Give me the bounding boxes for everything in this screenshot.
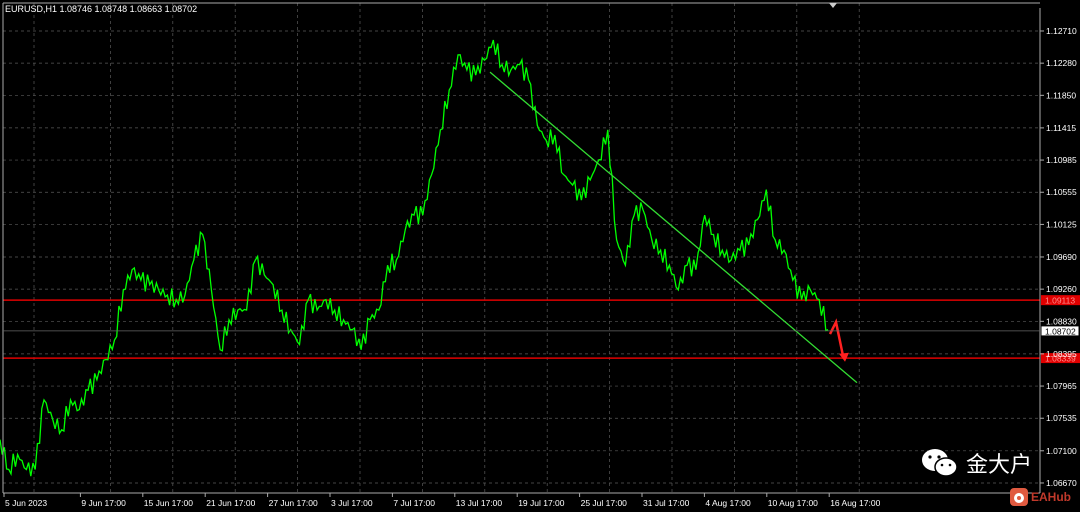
time-axis: 5 Jun 2023 9 Jun 17:00 15 Jun 17:00 21 Jun … (3, 493, 881, 508)
y-tick-label: 1.08830 (1046, 316, 1077, 326)
y-tick-label: 1.07535 (1046, 413, 1077, 423)
x-tick-label: 4 Aug 17:00 (705, 498, 751, 508)
y-tick-label: 1.11850 (1046, 90, 1076, 100)
y-tick-label: 1.07100 (1046, 446, 1077, 456)
price-axis: 1.12710 1.12280 1.11850 1.11415 1.10985 1.105… (1040, 26, 1077, 488)
x-tick-label: 16 Aug 17:00 (830, 498, 880, 508)
watermark-text: 金大户 (966, 453, 1033, 478)
x-tick-label: 3 Jul 17:00 (331, 498, 373, 508)
x-tick-label: 9 Jun 17:00 (81, 498, 126, 508)
y-tick-label: 1.07965 (1046, 381, 1077, 391)
eahub-logo-icon (1010, 488, 1028, 506)
x-tick-label: 25 Jul 17:00 (581, 498, 628, 508)
x-tick-label: 10 Aug 17:00 (768, 498, 818, 508)
price-series (0, 39, 829, 477)
x-tick-label: 27 Jun 17:00 (269, 498, 318, 508)
x-tick-label: 7 Jul 17:00 (393, 498, 435, 508)
down-arrow-icon (828, 318, 849, 362)
y-tick-label: 1.10125 (1046, 219, 1077, 229)
level-label: 1.08339 (1045, 354, 1076, 364)
eahub-logo: EAHub (1010, 488, 1071, 506)
x-tick-label: 5 Jun 2023 (5, 498, 47, 508)
y-tick-label: 1.10985 (1046, 155, 1077, 165)
wechat-icon (922, 449, 958, 477)
x-tick-label: 15 Jun 17:00 (144, 498, 193, 508)
y-tick-label: 1.06670 (1046, 478, 1077, 488)
current-price-bg (1040, 325, 1080, 337)
watermark: 金大户 (920, 447, 1032, 479)
y-tick-label: 1.10555 (1046, 187, 1077, 197)
grid (3, 3, 1040, 493)
y-tick-label: 1.08395 (1046, 349, 1077, 359)
level-label-bg (1041, 295, 1080, 306)
y-tick-label: 1.12280 (1046, 58, 1077, 68)
level-label: 1.09113 (1045, 296, 1075, 306)
y-tick-label: 1.09260 (1046, 284, 1077, 294)
y-tick-label: 1.09690 (1046, 252, 1077, 262)
x-tick-label: 19 Jul 17:00 (518, 498, 565, 508)
arrow-head (839, 352, 849, 362)
x-tick-label: 21 Jun 17:00 (206, 498, 255, 508)
x-tick-label: 31 Jul 17:00 (643, 498, 690, 508)
arrow-shaft (828, 318, 845, 356)
current-price-label: 1.08702 (3, 325, 1080, 337)
symbol-info: EURUSD,H1 1.08746 1.08748 1.08663 1.0870… (5, 4, 198, 14)
scroll-marker-icon[interactable] (829, 3, 837, 8)
y-tick-label: 1.11415 (1046, 123, 1076, 133)
eahub-logo-text: EAHub (1031, 490, 1071, 504)
y-tick-label: 1.12710 (1046, 26, 1077, 36)
x-tick-label: 13 Jul 17:00 (456, 498, 503, 508)
current-price-text: 1.08702 (1045, 326, 1076, 336)
level-label-bg (1041, 353, 1080, 364)
